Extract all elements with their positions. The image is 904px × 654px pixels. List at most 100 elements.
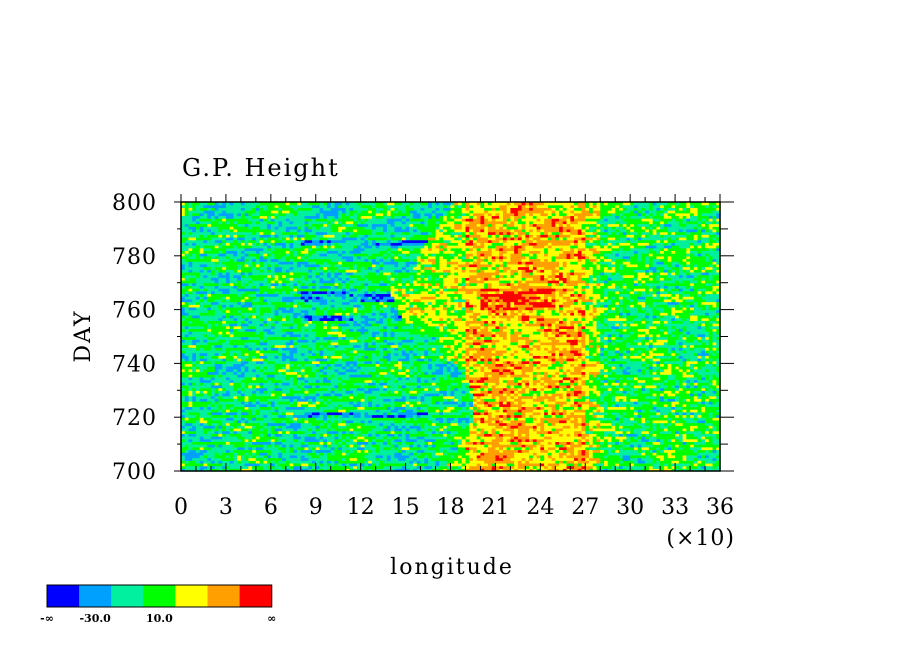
heatmap-cell: [618, 454, 624, 459]
heatmap-cell: [461, 430, 467, 434]
heatmap-cell: [304, 406, 309, 410]
heatmap-cell: [435, 422, 440, 426]
heatmap-cell: [229, 401, 234, 405]
heatmap-cell: [416, 379, 422, 383]
heatmap-cell: [663, 438, 669, 443]
heatmap-cell: [633, 406, 639, 410]
heatmap-cell: [547, 425, 553, 429]
heatmap-cell: [304, 390, 309, 394]
heatmap-cell: [472, 390, 478, 394]
heatmap-cell: [315, 444, 321, 448]
heatmap-cell: [428, 460, 433, 464]
heatmap-cell: [360, 468, 366, 472]
heatmap-cell: [203, 422, 208, 426]
heatmap-cell: [297, 376, 302, 381]
heatmap-cell: [525, 457, 530, 461]
heatmap-cell: [323, 409, 328, 413]
heatmap-cell: [289, 376, 294, 381]
heatmap-cell: [267, 457, 272, 461]
heatmap-cell: [712, 441, 717, 445]
heatmap-cell: [555, 433, 560, 437]
heatmap-cell: [416, 417, 422, 421]
heatmap-cell: [532, 441, 538, 445]
heatmap-cell: [293, 409, 298, 413]
heatmap-cell: [544, 462, 549, 467]
heatmap-cell: [675, 379, 680, 383]
heatmap-cell: [401, 417, 407, 421]
heatmap-cell: [495, 465, 500, 469]
heatmap-cell: [356, 462, 362, 467]
heatmap-cell: [229, 438, 234, 443]
heatmap-cell: [207, 462, 212, 467]
heatmap-cell: [574, 384, 579, 389]
heatmap-cell: [188, 436, 193, 440]
heatmap-cell: [454, 441, 459, 445]
heatmap-cell: [371, 419, 377, 424]
heatmap-cell: [289, 379, 294, 383]
heatmap-cell: [225, 433, 231, 437]
heatmap-cell: [708, 446, 714, 451]
heatmap-cell: [248, 384, 253, 389]
heatmap-cell: [360, 422, 366, 426]
heatmap-cell: [701, 462, 706, 467]
heatmap-cell: [555, 419, 560, 424]
heatmap-cell: [195, 387, 201, 391]
heatmap-cell: [506, 401, 511, 405]
heatmap-cell: [297, 411, 302, 416]
heatmap-cell: [469, 468, 474, 472]
heatmap-cell: [469, 414, 474, 418]
heatmap-cell: [551, 387, 556, 391]
heatmap-cell: [443, 382, 448, 386]
heatmap-cell: [207, 427, 212, 432]
heatmap-cell: [547, 384, 553, 389]
heatmap-cell: [244, 430, 249, 434]
heatmap-cell: [472, 406, 478, 410]
heatmap-cell: [210, 438, 216, 443]
heatmap-cell: [596, 468, 601, 472]
heatmap-cell: [607, 433, 613, 437]
heatmap-cell: [566, 436, 571, 440]
heatmap-cell: [431, 387, 437, 391]
heatmap-cell: [390, 406, 395, 410]
heatmap-cell: [428, 438, 433, 443]
heatmap-cell: [443, 425, 448, 429]
heatmap-cell: [633, 384, 639, 389]
heatmap-cell: [409, 395, 414, 399]
heatmap-cell: [705, 403, 710, 408]
heatmap-cell: [529, 390, 534, 394]
heatmap-cell: [529, 433, 534, 437]
heatmap-cell: [551, 454, 556, 459]
heatmap-cell: [428, 446, 433, 451]
heatmap-cell: [413, 433, 418, 437]
heatmap-cell: [532, 457, 538, 461]
heatmap-cell: [353, 436, 358, 440]
heatmap-cell: [457, 457, 463, 461]
heatmap-cell: [439, 425, 444, 429]
heatmap-cell: [188, 433, 193, 437]
heatmap-cell: [622, 382, 628, 386]
heatmap-cell: [603, 382, 609, 386]
heatmap-cell: [618, 411, 624, 416]
heatmap-cell: [300, 392, 306, 397]
heatmap-cell: [581, 422, 586, 426]
heatmap-cell: [585, 414, 590, 418]
heatmap-cell: [218, 441, 223, 445]
heatmap-cell: [439, 419, 444, 424]
heatmap-cell: [469, 441, 474, 445]
heatmap-cell: [618, 444, 624, 448]
heatmap-cell: [551, 403, 556, 408]
heatmap-cell: [297, 379, 302, 383]
heatmap-cell: [570, 403, 575, 408]
heatmap-cell: [506, 430, 511, 434]
heatmap-cell: [570, 427, 575, 432]
heatmap-cell: [574, 422, 579, 426]
heatmap-cell: [603, 419, 609, 424]
heatmap-cell: [356, 422, 362, 426]
heatmap-cell: [708, 425, 714, 429]
heatmap-cell: [641, 441, 646, 445]
heatmap-cell: [349, 403, 354, 408]
heatmap-cell: [207, 409, 212, 413]
heatmap-cell: [577, 460, 583, 464]
heatmap-cell: [648, 430, 654, 434]
heatmap-cell: [540, 406, 545, 410]
